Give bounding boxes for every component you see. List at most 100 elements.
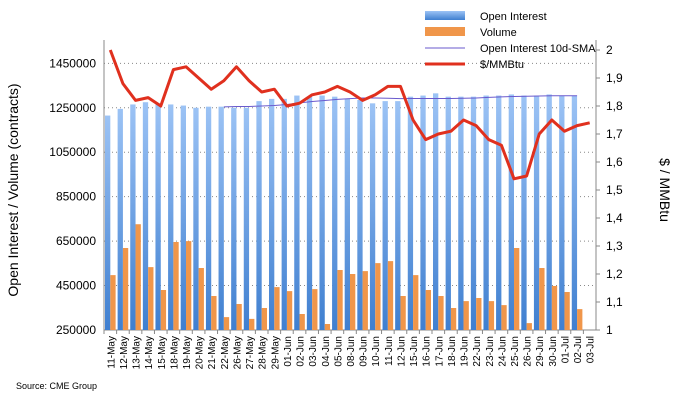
x-tick-label: 28-May xyxy=(258,336,269,369)
x-tick-label: 03-Jul xyxy=(586,336,597,363)
y2-tick-label: 1 xyxy=(606,323,613,337)
oi-bar xyxy=(445,96,451,331)
x-tick-label: 20-May xyxy=(195,336,206,369)
volume-bar xyxy=(514,248,520,330)
x-tick-label: 18-Jun xyxy=(447,336,458,367)
sma-line xyxy=(223,95,578,108)
volume-bar xyxy=(173,242,179,330)
oi-bar xyxy=(294,95,300,330)
oi-bar xyxy=(571,95,578,330)
x-tick-label: 09-Jun xyxy=(359,336,370,367)
x-tick-label: 11-May xyxy=(106,336,117,369)
y-tick-label: 1450000 xyxy=(49,56,96,70)
oi-bar xyxy=(508,94,514,330)
oi-bar xyxy=(533,95,540,330)
x-tick-label: 04-Jun xyxy=(321,336,332,367)
volume-bar xyxy=(526,323,532,330)
volume-bar xyxy=(324,324,331,330)
x-tick-label: 01-Jun xyxy=(283,336,294,367)
y2-tick-label: 1,8 xyxy=(606,99,623,113)
oi-bar xyxy=(369,103,376,330)
oi-bar xyxy=(559,95,565,330)
volume-bar xyxy=(122,248,129,330)
x-tick-label: 24-Jun xyxy=(497,336,508,367)
oi-bar xyxy=(306,96,313,331)
legend-swatch xyxy=(425,11,465,20)
oi-bar xyxy=(155,103,161,330)
y-tick-label: 1250000 xyxy=(49,101,96,115)
volume-bar xyxy=(186,241,192,330)
volume-bar xyxy=(350,274,356,330)
oi-bar xyxy=(319,95,325,330)
y2-tick-label: 1,4 xyxy=(606,211,623,225)
oi-bar xyxy=(256,101,262,330)
y2-tick-label: 1,7 xyxy=(606,127,623,141)
volume-bar xyxy=(551,286,558,330)
volume-bar xyxy=(476,298,482,330)
oi-bar xyxy=(281,98,287,330)
volume-bar xyxy=(577,309,583,330)
x-tick-label: 26-Jun xyxy=(523,336,534,367)
oi-bar xyxy=(231,107,237,331)
oi-bar xyxy=(243,107,250,331)
volume-bar xyxy=(450,308,457,330)
x-tick-label: 05-Jun xyxy=(333,336,344,367)
x-tick-label: 12-May xyxy=(119,336,130,369)
y2-tick-label: 2 xyxy=(606,43,613,57)
x-tick-label: 03-Jun xyxy=(308,336,319,367)
volume-bar xyxy=(337,270,343,330)
x-tick-label: 11-Jun xyxy=(384,336,395,366)
y-tick-label: 450000 xyxy=(56,279,96,293)
y2-tick-label: 1,5 xyxy=(606,183,623,197)
x-tick-label: 18-May xyxy=(169,336,180,369)
x-tick-label: 15-May xyxy=(157,336,168,369)
volume-bar xyxy=(135,224,141,330)
volume-bar xyxy=(387,261,394,330)
oi-bar xyxy=(357,100,363,330)
oi-bar xyxy=(483,95,489,330)
volume-bar xyxy=(286,291,293,330)
x-tick-label: 19-Jun xyxy=(460,336,471,367)
x-tick-label: 29-May xyxy=(270,336,281,369)
volume-bar xyxy=(198,268,204,330)
x-tick-label: 17-Jun xyxy=(434,336,445,367)
price-line xyxy=(108,49,591,181)
x-tick-label: 14-May xyxy=(144,336,155,369)
oi-bar xyxy=(344,98,350,330)
oi-bar xyxy=(180,105,186,330)
oi-bar xyxy=(546,94,552,330)
x-tick-label: 12-Jun xyxy=(396,336,407,367)
x-tick-label: 16-Jun xyxy=(422,336,433,367)
legend-swatch xyxy=(425,27,465,36)
oi-bar xyxy=(332,96,338,331)
volume-bar xyxy=(312,289,318,330)
oi-bar xyxy=(433,93,439,330)
oi-bar xyxy=(168,104,174,330)
y-tick-label: 1050000 xyxy=(49,145,96,159)
x-tick-label: 23-Jun xyxy=(485,336,496,367)
x-tick-label: 13-May xyxy=(132,336,143,369)
oi-bar xyxy=(218,106,224,331)
volume-bar xyxy=(539,268,545,330)
x-tick-label: 22-Jun xyxy=(472,336,483,367)
oi-bar xyxy=(269,98,275,330)
volume-bar xyxy=(375,263,381,330)
x-tick-label: 02-Jul xyxy=(573,336,584,363)
volume-bar xyxy=(261,308,267,330)
x-tick-label: 26-May xyxy=(232,336,243,369)
legend-label: Open Interest 10d-SMA xyxy=(480,43,596,55)
volume-bar xyxy=(564,292,570,330)
oi-bar xyxy=(458,96,464,331)
y2-tick-label: 1,1 xyxy=(606,295,623,309)
volume-bar xyxy=(463,301,469,330)
x-tick-label: 02-Jun xyxy=(296,336,307,367)
legend-label: Open Interest xyxy=(480,11,547,23)
volume-bar xyxy=(400,296,406,330)
x-tick-label: 29-Jun xyxy=(535,336,546,367)
volume-bar xyxy=(413,275,419,330)
oi-bar xyxy=(521,95,527,330)
x-tick-label: 01-Jul xyxy=(560,336,571,363)
oi-bar xyxy=(193,107,199,331)
